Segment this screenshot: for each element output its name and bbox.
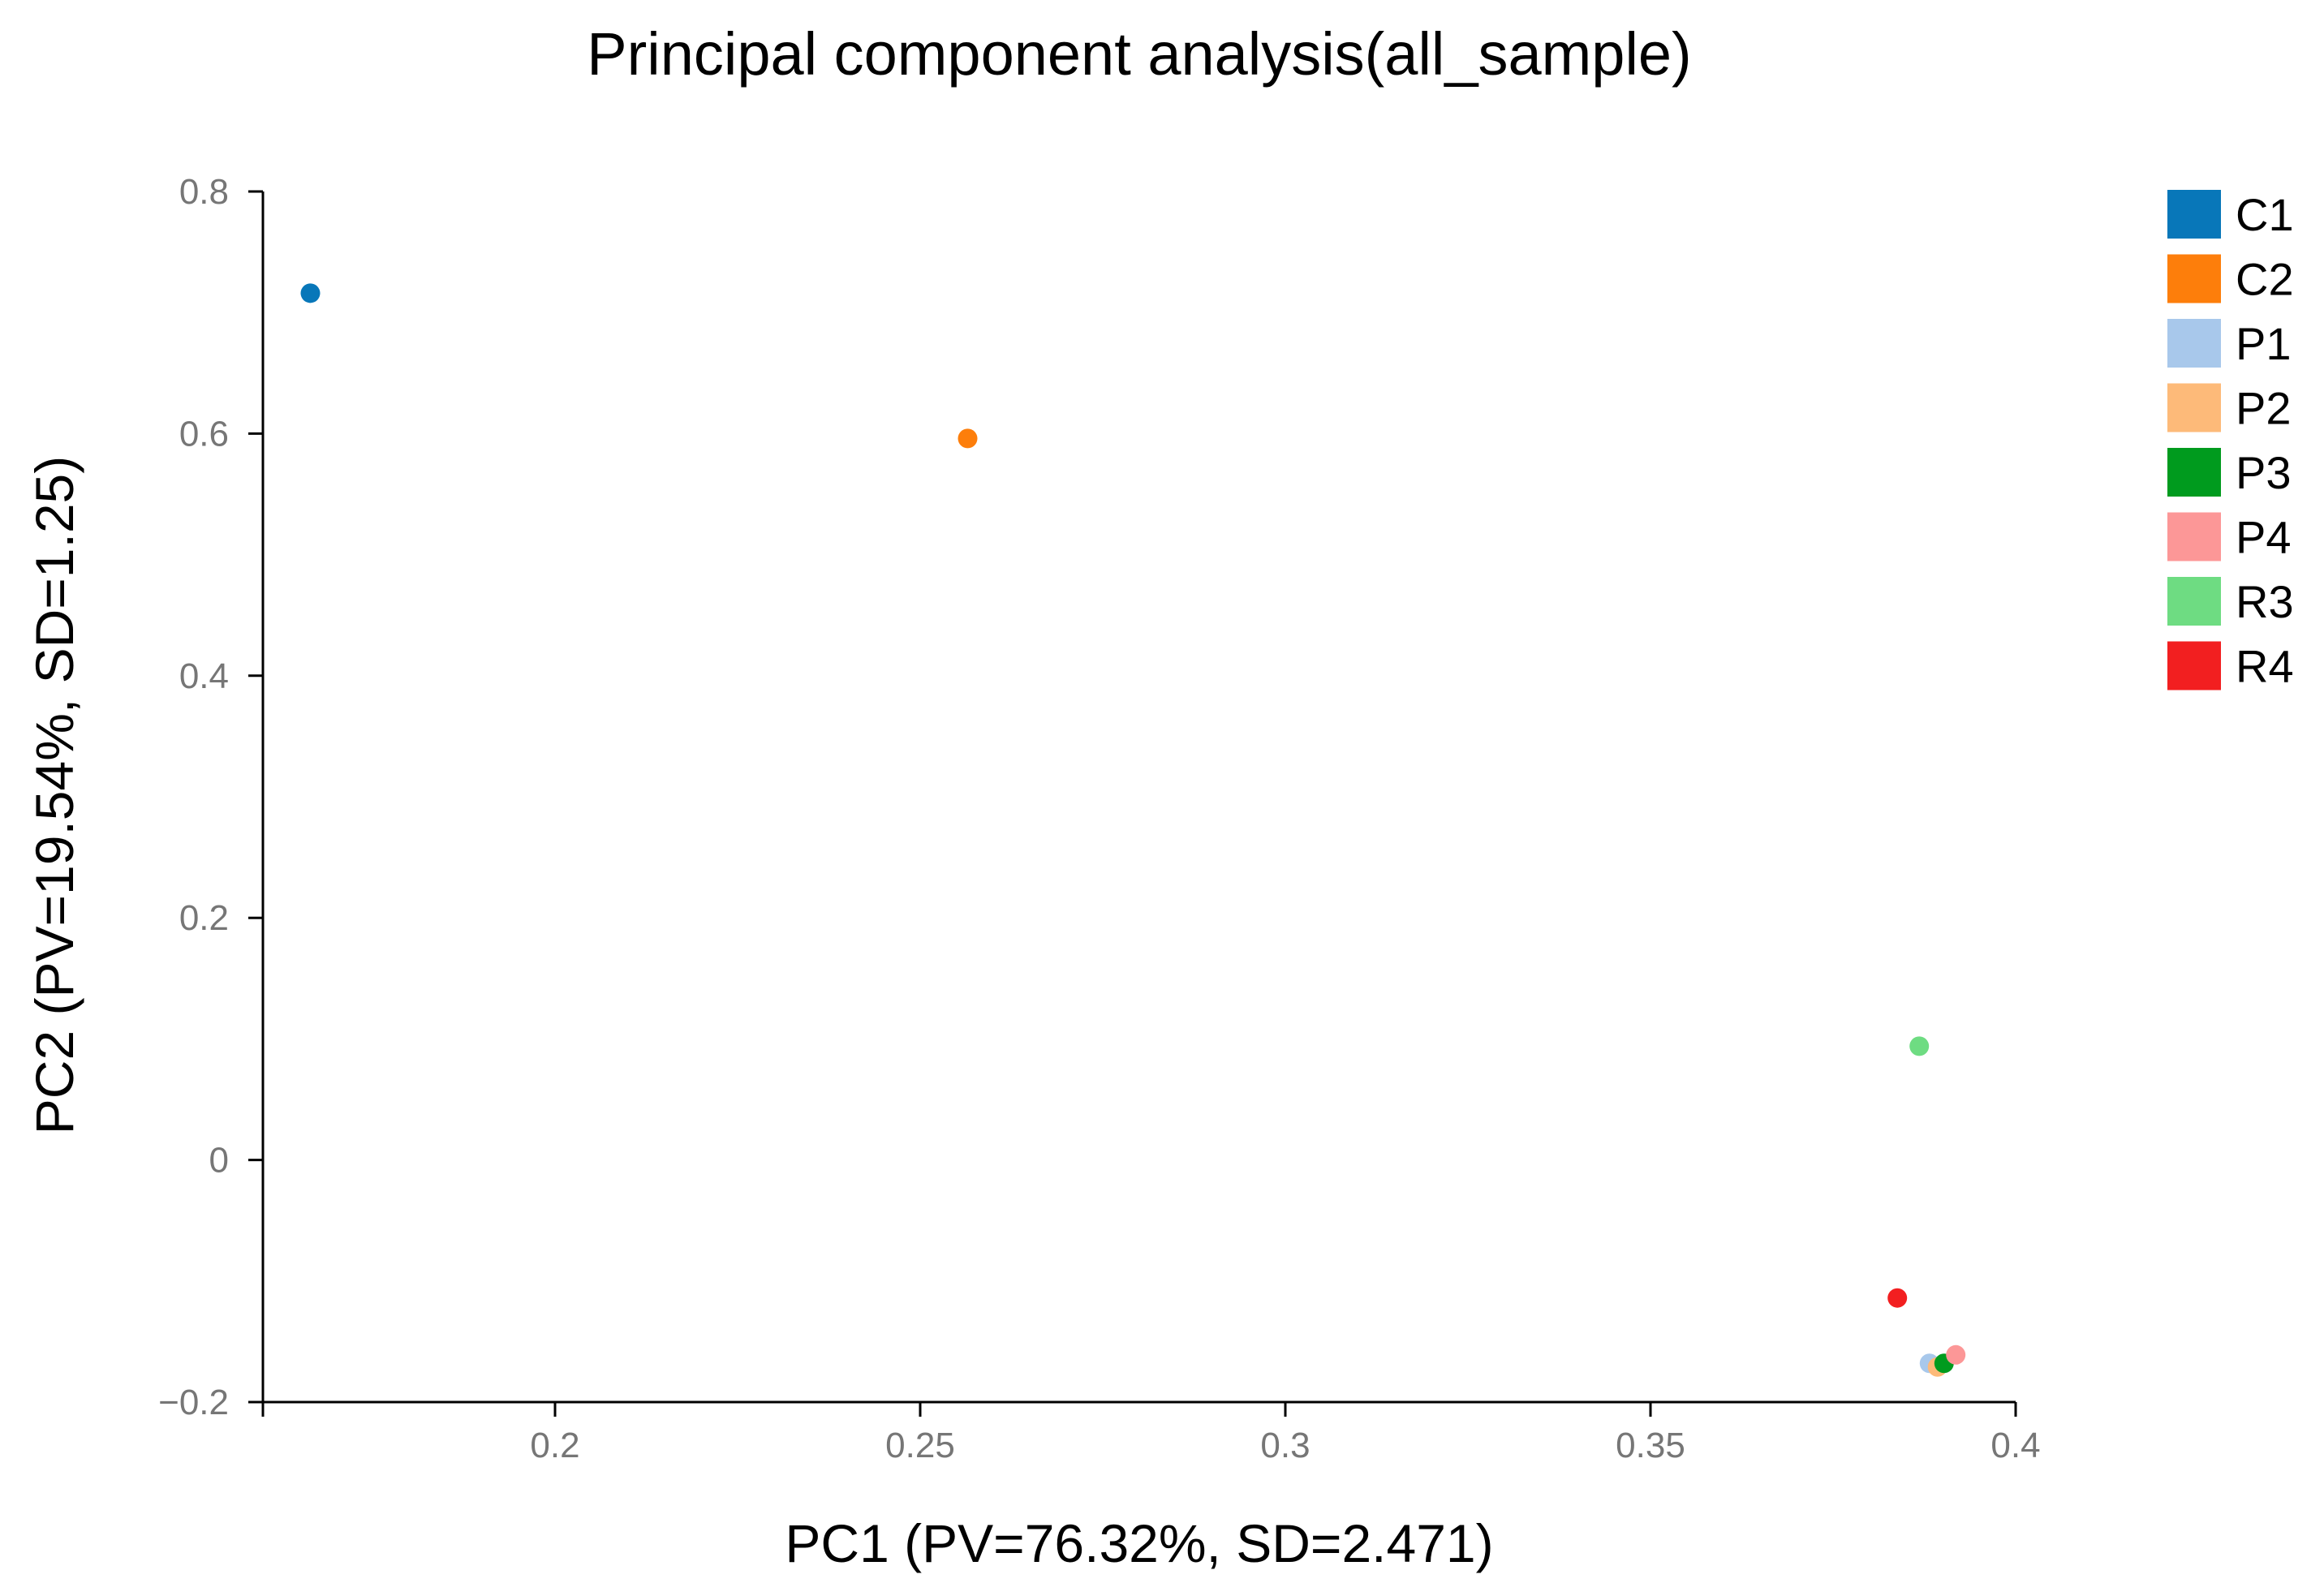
- legend-label-c1: C1: [2236, 189, 2294, 240]
- legend-swatch-p1: [2167, 319, 2221, 368]
- y-tick-label: 0: [209, 1141, 229, 1181]
- point-p4: [1946, 1344, 1966, 1365]
- legend-swatch-p4: [2167, 512, 2221, 561]
- legend-label-p4: P4: [2236, 512, 2292, 563]
- y-tick-label: 0.4: [179, 656, 229, 696]
- data-points: [300, 283, 1966, 1377]
- legend-label-c2: C2: [2236, 254, 2294, 305]
- legend-label-p1: P1: [2236, 318, 2292, 369]
- x-tick-label: 0.2: [530, 1426, 579, 1465]
- legend: C1 C2 P1 P2 P3 P4 R3 R4: [2167, 189, 2294, 692]
- x-tick-label: 0.4: [1990, 1426, 2040, 1465]
- x-tick-label: 0.25: [885, 1426, 955, 1465]
- point-c1: [300, 283, 321, 303]
- legend-label-r4: R4: [2236, 641, 2294, 692]
- legend-swatch-c1: [2167, 190, 2221, 239]
- legend-swatch-r3: [2167, 577, 2221, 626]
- y-tick-label: 0.2: [179, 898, 229, 938]
- x-tick-label: 0.35: [1616, 1426, 1685, 1465]
- legend-label-r3: R3: [2236, 576, 2294, 627]
- legend-swatch-p3: [2167, 448, 2221, 497]
- legend-label-p2: P2: [2236, 383, 2292, 434]
- y-tick-label: −0.2: [158, 1383, 229, 1422]
- x-axis-title: PC1 (PV=76.32%, SD=2.471): [785, 1513, 1493, 1573]
- x-tick-label: 0.3: [1260, 1426, 1310, 1465]
- y-axis: −0.2 0 0.2 0.4 0.6 0.8: [158, 172, 265, 1422]
- point-r3: [1909, 1036, 1930, 1056]
- x-axis: 0.2 0.25 0.3 0.35 0.4: [261, 1400, 2041, 1465]
- y-tick-label: 0.6: [179, 414, 229, 454]
- y-axis-title: PC2 (PV=19.54%, SD=1.25): [24, 456, 84, 1134]
- legend-swatch-c2: [2167, 254, 2221, 303]
- point-c2: [958, 428, 978, 449]
- legend-swatch-p2: [2167, 383, 2221, 432]
- y-tick-label: 0.8: [179, 172, 229, 212]
- chart-title: Principal component analysis(all_sample): [587, 20, 1691, 88]
- point-r4: [1887, 1288, 1908, 1308]
- legend-label-p3: P3: [2236, 447, 2292, 498]
- legend-swatch-r4: [2167, 641, 2221, 690]
